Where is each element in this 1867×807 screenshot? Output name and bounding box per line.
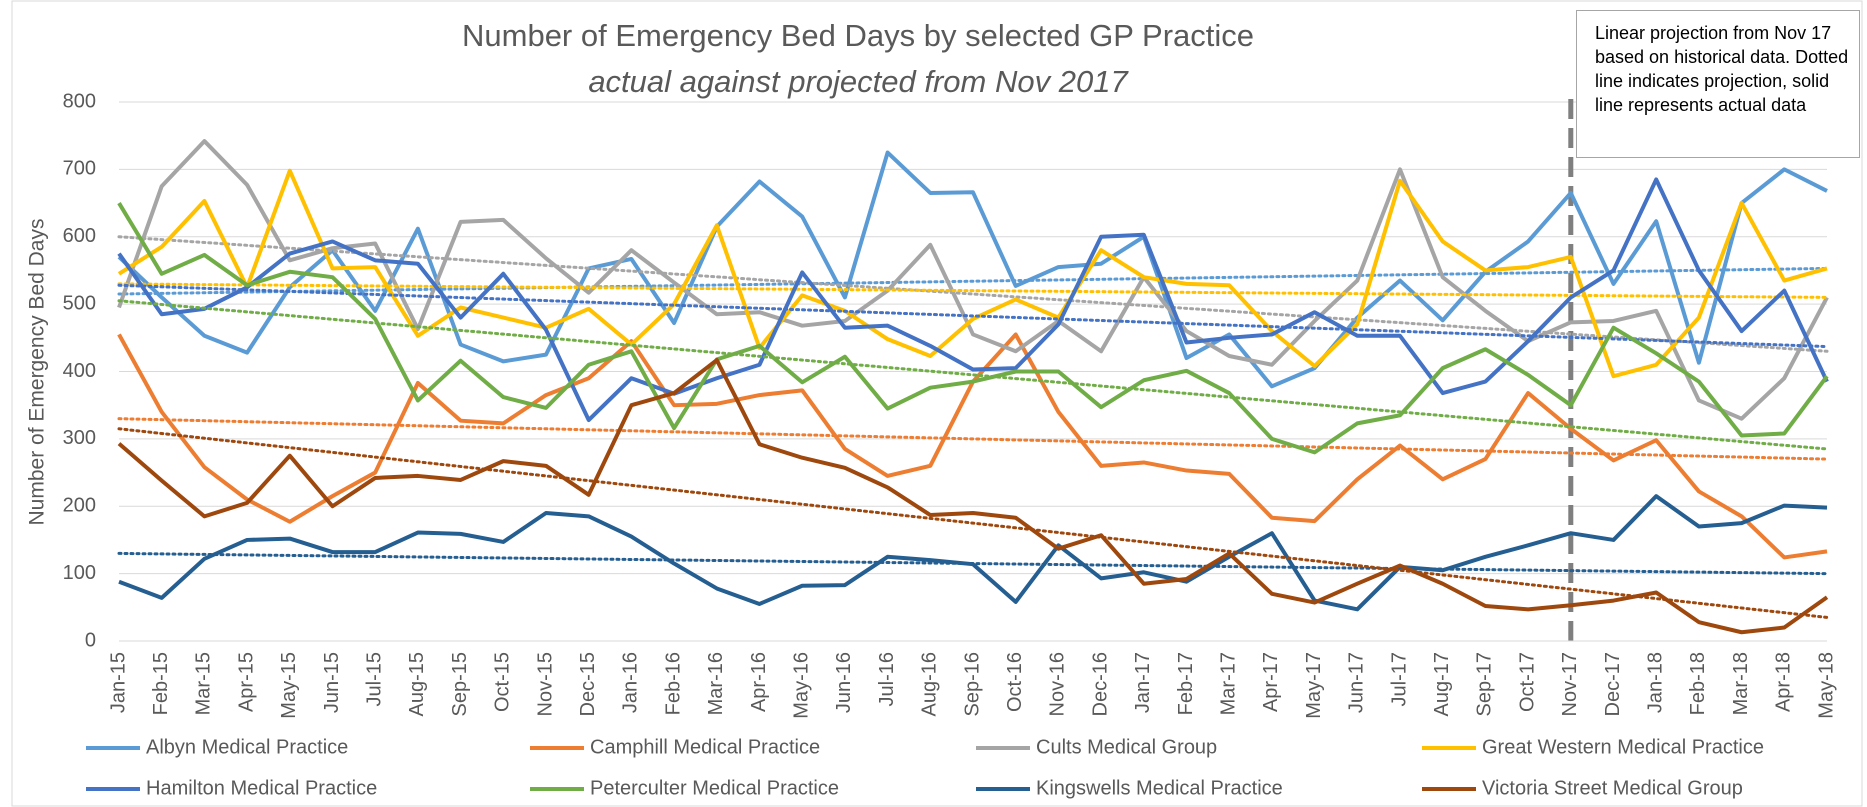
legend-label: Camphill Medical Practice <box>590 736 820 758</box>
x-tick-label: Jun-17 <box>1346 652 1368 713</box>
x-tick-label: Oct-15 <box>492 652 514 712</box>
chart-border <box>11 0 1863 807</box>
legend-label: Cults Medical Group <box>1036 736 1217 758</box>
x-tick-label: Mar-17 <box>1217 652 1239 715</box>
x-tick-label: Jun-15 <box>321 652 343 713</box>
trend-line <box>117 417 1829 461</box>
x-tick-label: Mar-15 <box>193 652 215 715</box>
y-tick-label: 100 <box>63 562 96 584</box>
x-tick-label: Jul-17 <box>1388 652 1410 706</box>
x-tick-label: Feb-15 <box>150 652 172 715</box>
x-tick-label: Sep-17 <box>1474 652 1496 717</box>
x-tick-label: Aug-16 <box>919 652 941 717</box>
x-tick-label: Jan-18 <box>1644 652 1666 713</box>
y-axis-label: Number of Emergency Bed Days <box>26 219 49 526</box>
x-tick-label: Jul-16 <box>876 652 898 706</box>
y-tick-label: 600 <box>63 225 96 247</box>
x-tick-label: May-15 <box>278 652 300 719</box>
x-tick-label: Jan-15 <box>107 652 129 713</box>
x-tick-label: Nov-16 <box>1047 652 1069 716</box>
trend-line <box>117 235 1829 353</box>
x-tick-label: Oct-17 <box>1516 652 1538 712</box>
x-tick-label: Feb-16 <box>662 652 684 715</box>
x-tick-label: Nov-15 <box>534 652 556 716</box>
x-tick-label: Aug-17 <box>1431 652 1453 717</box>
legend-label: Hamilton Medical Practice <box>146 777 377 799</box>
series-line <box>117 358 1829 635</box>
trend-line <box>117 427 1829 619</box>
trend-line <box>117 282 1829 299</box>
x-tick-label: Mar-16 <box>705 652 727 715</box>
y-tick-label: 400 <box>63 360 96 382</box>
x-tick-label: Aug-15 <box>406 652 428 717</box>
x-tick-label: Dec-16 <box>1089 652 1111 716</box>
x-tick-label: Apr-17 <box>1260 652 1282 712</box>
trend-line <box>117 299 1829 451</box>
legend-label: Great Western Medical Practice <box>1482 736 1764 758</box>
x-tick-label: Oct-16 <box>1004 652 1026 712</box>
x-tick-label: Nov-17 <box>1559 652 1581 716</box>
chart-subtitle: actual against projected from Nov 2017 <box>588 64 1129 99</box>
x-tick-label: Jan-16 <box>620 652 642 713</box>
x-tick-label: May-18 <box>1815 652 1837 719</box>
x-tick-label: Apr-15 <box>235 652 257 712</box>
chart-title: Number of Emergency Bed Days by selected… <box>462 18 1254 53</box>
x-tick-label: Sep-15 <box>449 652 471 717</box>
series-line <box>117 168 1828 379</box>
legend-label: Peterculter Medical Practice <box>590 777 839 799</box>
x-tick-label: May-17 <box>1303 652 1325 719</box>
x-tick-label: Feb-18 <box>1687 652 1709 715</box>
series-line <box>117 202 1829 455</box>
series-line <box>118 494 1828 612</box>
x-tick-label: Jul-15 <box>363 652 385 706</box>
x-tick-label: Feb-17 <box>1175 652 1197 715</box>
y-tick-label: 0 <box>85 629 96 651</box>
x-tick-label: Jun-16 <box>833 652 855 713</box>
y-tick-label: 300 <box>63 427 96 449</box>
trend-line <box>117 266 1829 296</box>
x-tick-label: Mar-18 <box>1730 652 1752 715</box>
trend-line <box>117 283 1829 349</box>
x-tick-label: May-16 <box>790 652 812 719</box>
annotation: Linear projection from Nov 17 based on h… <box>1576 10 1860 158</box>
x-tick-label: Dec-15 <box>577 652 599 716</box>
x-tick-label: Apr-18 <box>1773 652 1795 712</box>
x-tick-label: Sep-16 <box>961 652 983 717</box>
series-line <box>117 177 1829 423</box>
x-tick-label: Jan-17 <box>1132 652 1154 713</box>
x-tick-label: Apr-16 <box>748 652 770 712</box>
legend-label: Victoria Street Medical Group <box>1482 777 1743 799</box>
y-tick-label: 700 <box>63 158 96 180</box>
legend-label: Kingswells Medical Practice <box>1036 777 1283 799</box>
y-tick-label: 500 <box>63 292 96 314</box>
y-tick-label: 200 <box>63 495 96 517</box>
legend-label: Albyn Medical Practice <box>146 736 348 758</box>
y-tick-label: 800 <box>63 90 96 112</box>
x-tick-label: Dec-17 <box>1602 652 1624 716</box>
